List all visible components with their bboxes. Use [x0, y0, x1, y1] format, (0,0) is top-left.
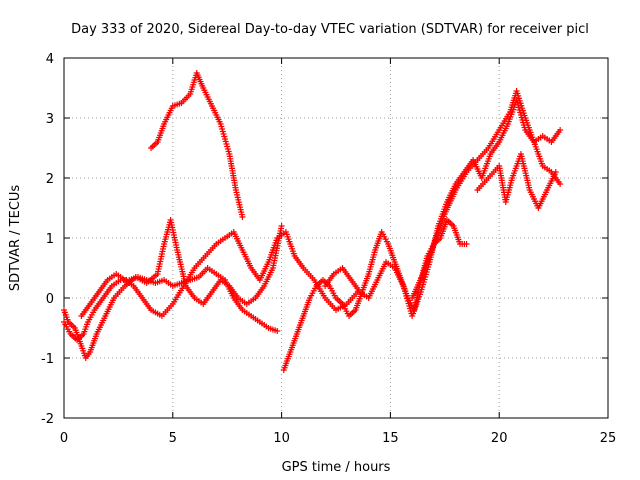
x-tick-label: 10	[273, 431, 290, 446]
y-tick-labels: -2 -1 0 1 2 3 4	[41, 52, 54, 427]
x-tick-label: 20	[491, 431, 508, 446]
chart-title: Day 333 of 2020, Sidereal Day-to-day VTE…	[71, 22, 589, 37]
x-tick-label: 15	[382, 431, 399, 446]
data-point	[278, 223, 285, 229]
y-tick-label: 0	[46, 292, 54, 307]
y-tick-label: -2	[41, 412, 54, 427]
x-tick-labels: 0 5 10 15 20 25	[60, 431, 616, 446]
data-point	[552, 169, 559, 175]
x-tick-label: 5	[169, 431, 177, 446]
y-tick-label: 4	[46, 52, 54, 67]
y-axis-label: SDTVAR / TECUs	[8, 185, 23, 292]
y-tick-label: -1	[41, 352, 54, 367]
data-point	[239, 214, 246, 220]
grid	[64, 58, 608, 418]
x-tick-label: 25	[600, 431, 617, 446]
x-axis-label: GPS time / hours	[282, 460, 391, 475]
data-point	[557, 181, 564, 187]
data-point	[463, 241, 470, 247]
axis-ticks	[63, 57, 609, 419]
x-tick-label: 0	[60, 431, 68, 446]
y-tick-label: 3	[46, 112, 54, 127]
data-points	[61, 70, 564, 373]
y-tick-label: 1	[46, 232, 54, 247]
y-tick-label: 2	[46, 172, 54, 187]
data-point	[557, 127, 564, 133]
data-point	[274, 328, 281, 334]
